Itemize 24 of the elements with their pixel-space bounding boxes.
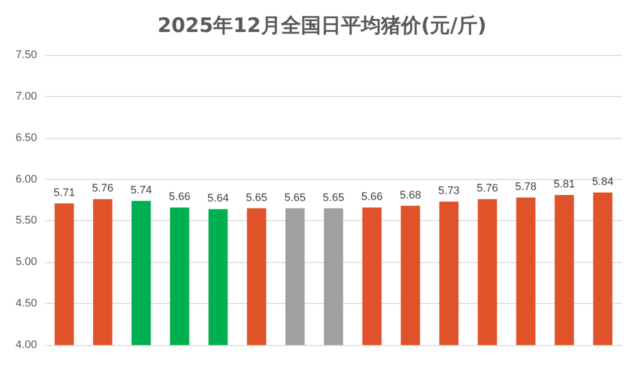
data-label: 5.78 <box>515 181 537 194</box>
y-tick-label: 5.00 <box>16 256 37 268</box>
y-tick-label: 6.00 <box>16 173 37 186</box>
y-tick-label: 5.50 <box>16 214 37 227</box>
data-label: 5.71 <box>54 186 75 199</box>
data-label: 5.66 <box>361 190 383 203</box>
data-label: 5.81 <box>554 178 576 191</box>
data-label: 5.76 <box>476 182 498 195</box>
data-label: 5.84 <box>592 176 614 188</box>
data-label: 5.64 <box>207 192 229 205</box>
data-label: 5.66 <box>168 190 190 203</box>
data-label: 5.68 <box>400 189 422 202</box>
data-label: 5.65 <box>284 192 306 204</box>
data-label: 5.74 <box>130 184 152 196</box>
chart-title: 2025年12月全国日平均猪价(元/斤) <box>157 13 487 37</box>
y-tick-label: 6.50 <box>16 132 37 144</box>
data-label: 5.65 <box>246 192 268 204</box>
y-tick-label: 4.00 <box>16 339 37 351</box>
y-tick-label: 7.50 <box>16 49 37 61</box>
y-tick-label: 7.00 <box>16 90 37 102</box>
y-tick-label: 4.50 <box>16 298 37 310</box>
data-label: 5.76 <box>92 182 114 195</box>
data-label: 5.73 <box>438 185 460 198</box>
data-label: 5.65 <box>322 192 344 204</box>
